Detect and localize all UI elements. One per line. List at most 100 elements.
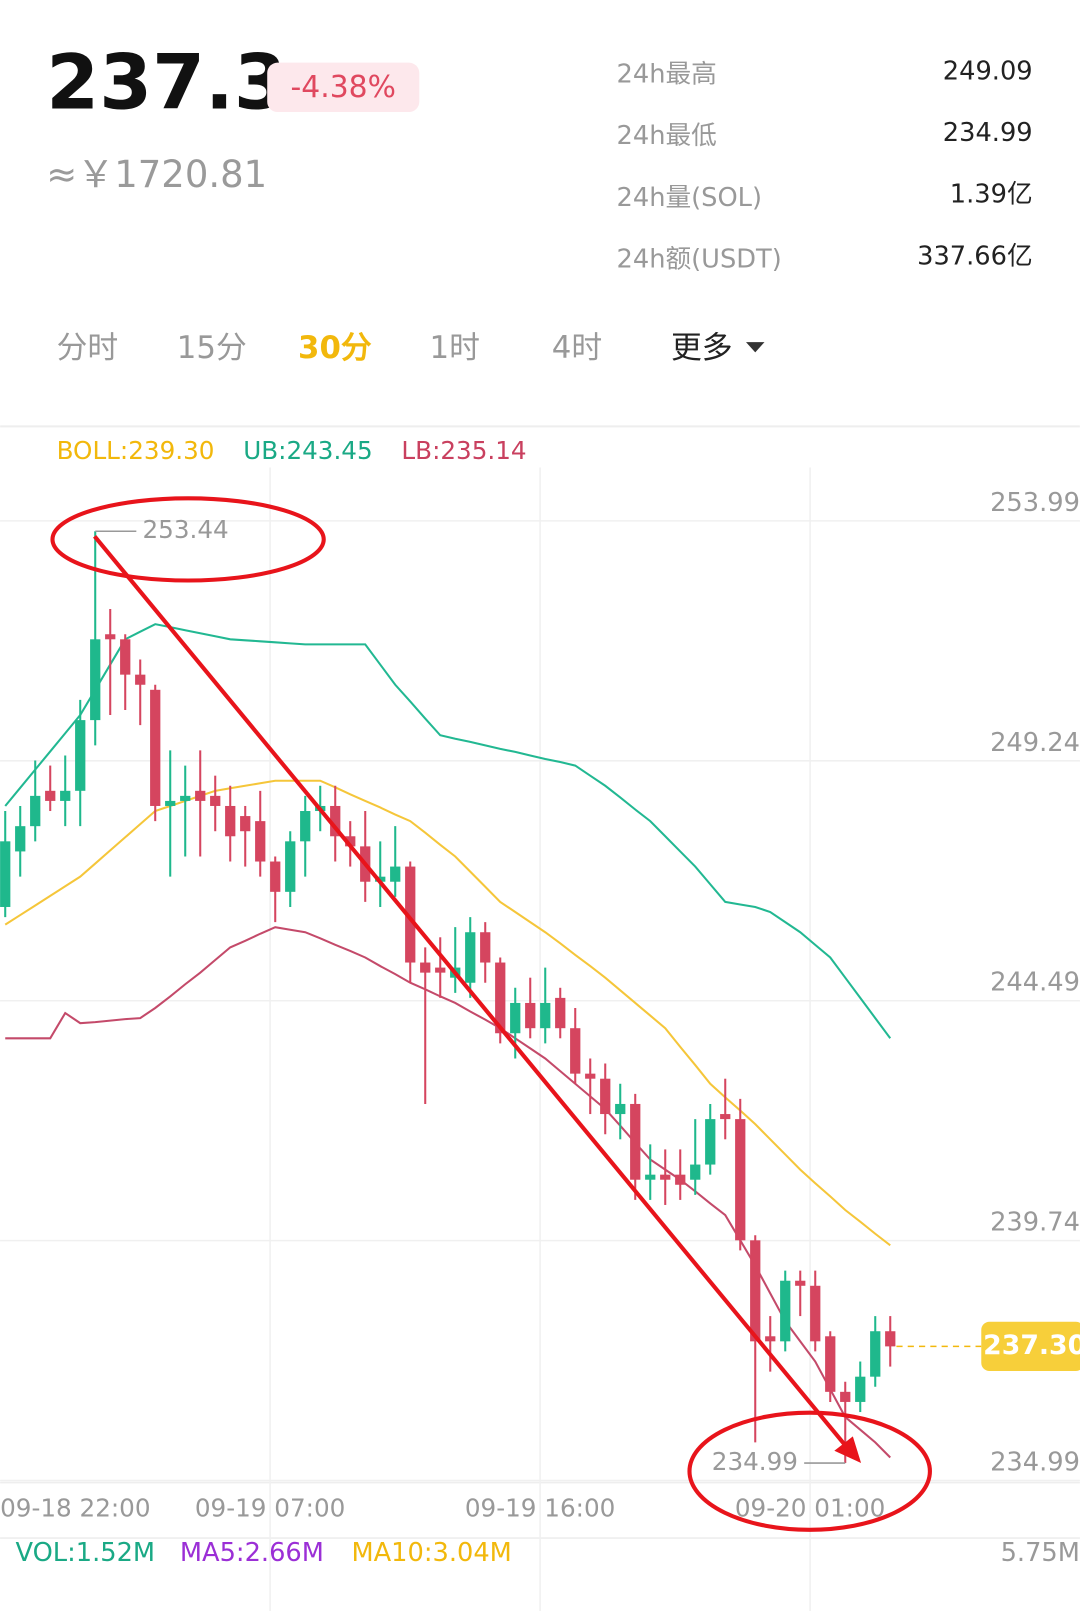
indicator-line: [5, 926, 891, 1459]
candle-body: [660, 1174, 671, 1180]
last-price-label: 237.30: [983, 1330, 1080, 1361]
plot: 234.99 239.74 244.49 249.24 253.99 09-18 22:0…: [0, 436, 1080, 1611]
tabs: 分时 15分 30分 1时 4时 更多: [57, 330, 733, 366]
candle-body: [705, 1119, 716, 1165]
candle-body: [45, 790, 56, 801]
volume-legend: VOL:1.52M MA5:2.66M MA10:3.04M 5.75M: [16, 1538, 1080, 1568]
timeframe-tab[interactable]: 4时: [552, 330, 602, 366]
stat-label: 24h量(SOL): [617, 183, 762, 213]
candle-body: [855, 1376, 866, 1402]
candle-body: [555, 997, 566, 1029]
candle-body: [300, 811, 311, 842]
stat-value: 1.39亿: [950, 180, 1033, 210]
volume-max: 5.75M: [1001, 1538, 1080, 1568]
timeframe-tab[interactable]: 30分: [298, 330, 372, 366]
high-label: 253.44: [142, 515, 228, 544]
y-tick-label: 253.99: [990, 488, 1080, 518]
stat-value: 337.66亿: [917, 241, 1033, 271]
candle-body: [510, 1002, 521, 1034]
change-percent: -4.38%: [291, 70, 396, 105]
candle-body: [675, 1174, 686, 1185]
low-label: 234.99: [712, 1447, 798, 1476]
timeframe-tab[interactable]: 1时: [430, 330, 480, 366]
candle-body: [645, 1174, 656, 1180]
candle-body: [210, 795, 221, 806]
candle-body: [150, 689, 161, 806]
candle-body: [615, 1103, 626, 1115]
y-tick-label: 234.99: [990, 1448, 1080, 1478]
indicator-line: [4, 779, 891, 1247]
stat-value: 249.09: [943, 56, 1033, 86]
candle-body: [135, 674, 146, 685]
arrow-head: [834, 1436, 862, 1464]
volume-indicator: MA10:3.04M: [351, 1538, 511, 1568]
candle-body: [585, 1073, 596, 1079]
indicator-line: [4, 623, 892, 1039]
candle-body: [15, 826, 26, 852]
candle-body: [465, 932, 476, 983]
candle-body: [600, 1078, 611, 1115]
candle-body: [405, 866, 416, 963]
candle-body: [240, 816, 251, 832]
y-tick-label: 239.74: [990, 1208, 1080, 1238]
last-price-tag: [981, 1321, 1080, 1372]
indicator-legend: LB:235.14: [401, 436, 526, 465]
x-tick-label: 09-19 16:00: [465, 1493, 615, 1522]
candle-body: [750, 1240, 761, 1342]
candle-body: [780, 1280, 791, 1342]
volume-indicator: MA5:2.66M: [180, 1538, 324, 1568]
candle-body: [720, 1114, 731, 1120]
candle-body: [270, 861, 281, 892]
x-tick-label: 09-20 01:00: [735, 1493, 885, 1522]
timeframe-tab[interactable]: 分时: [57, 330, 119, 366]
candle-body: [765, 1336, 776, 1342]
candle-body: [825, 1336, 836, 1392]
stat-label: 24h额(USDT): [617, 244, 782, 274]
candle-body: [420, 962, 431, 973]
candle-body: [255, 821, 266, 862]
candle-body: [870, 1331, 881, 1377]
candle-body: [165, 800, 176, 806]
candle-body: [840, 1391, 851, 1402]
candle-body: [735, 1119, 746, 1241]
highlight-ellipse: [50, 496, 326, 583]
trend-arrow: [93, 535, 847, 1446]
candle-body: [345, 836, 356, 847]
overlay-markup: [50, 496, 932, 1532]
candle-body: [180, 795, 191, 801]
volume-indicator: VOL:1.52M: [16, 1538, 156, 1568]
stat-value: 234.99: [943, 118, 1033, 148]
candle-body: [690, 1164, 701, 1180]
stats: 24h最高 249.09 24h最低 234.99 24h量(SOL) 1.39亿 24h额…: [617, 56, 1033, 274]
candle-body: [195, 790, 206, 801]
candle-body: [225, 805, 236, 837]
cny-price: ≈￥1720.81: [46, 153, 267, 196]
x-tick-label: 09-19 07:00: [195, 1493, 345, 1522]
candle-body: [810, 1285, 821, 1342]
candle-body: [120, 639, 131, 675]
candle-body: [885, 1331, 896, 1347]
candle-body: [795, 1280, 806, 1286]
candle-body: [570, 1028, 581, 1074]
more-arrow: [745, 342, 765, 353]
candle-body: [525, 1002, 536, 1029]
candle-body: [105, 634, 116, 640]
indicator-legend: BOLL:239.30: [57, 436, 215, 465]
candle-body: [630, 1103, 641, 1180]
stat-label: 24h最高: [617, 60, 717, 90]
candle-body: [75, 720, 86, 791]
indicator-legend: UB:243.45: [243, 436, 372, 465]
y-tick-label: 249.24: [990, 728, 1080, 758]
candle-body: [390, 866, 401, 882]
stat-label: 24h最低: [617, 121, 717, 151]
timeframe-tab[interactable]: 15分: [177, 330, 247, 366]
change-badge: [267, 62, 420, 112]
candle-body: [495, 962, 506, 1034]
candle-body: [435, 967, 446, 973]
timeframe-tab[interactable]: 更多: [671, 330, 733, 366]
highlight-ellipse: [687, 1410, 932, 1532]
candle-body: [480, 932, 491, 963]
candle-body: [30, 795, 41, 827]
